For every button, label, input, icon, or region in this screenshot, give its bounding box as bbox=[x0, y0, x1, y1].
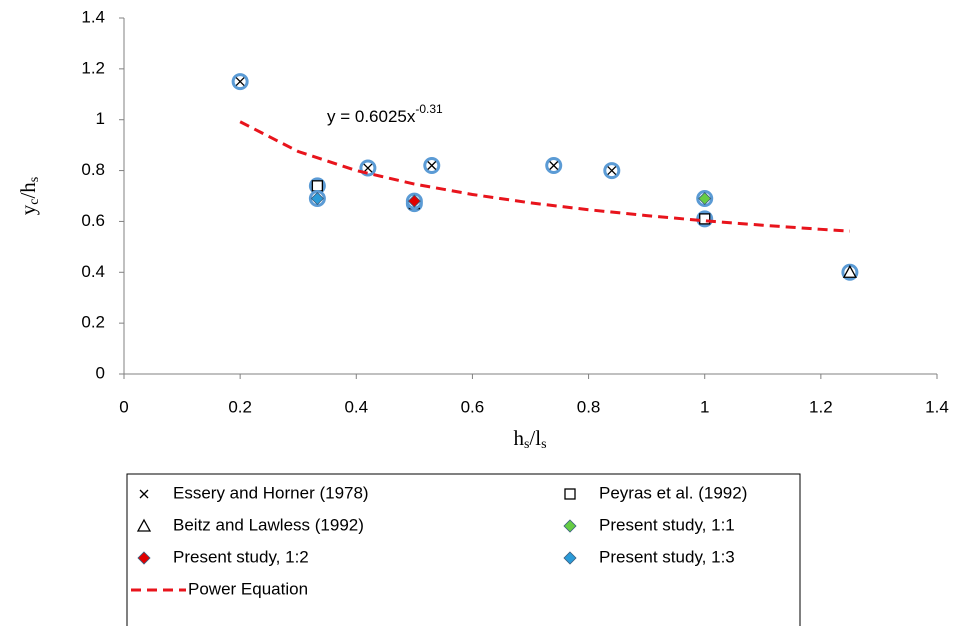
marker-diamond bbox=[137, 551, 151, 565]
equation-exponent: -0.31 bbox=[415, 102, 443, 116]
x-mark bbox=[607, 166, 617, 176]
triangle-mark bbox=[842, 264, 857, 278]
legend-label: Essery and Horner (1978) bbox=[173, 483, 369, 502]
x-tick-label: 0.8 bbox=[577, 397, 601, 416]
marker-x bbox=[607, 166, 617, 176]
x-mark bbox=[549, 161, 559, 170]
legend-box bbox=[126, 473, 801, 626]
marker-x bbox=[549, 161, 559, 170]
marker-triangle bbox=[136, 518, 152, 532]
x-axis-title-part: s bbox=[524, 437, 529, 452]
diamond-mark bbox=[563, 551, 577, 565]
y-tick-label: 0 bbox=[96, 363, 105, 382]
marker-triangle bbox=[842, 264, 857, 278]
y-tick-label: 0.4 bbox=[81, 262, 105, 281]
x-tick-label: 0.6 bbox=[461, 397, 485, 416]
data-point bbox=[545, 156, 563, 174]
y-axis-title-part: c bbox=[27, 199, 42, 205]
y-tick-label: 1.4 bbox=[81, 7, 105, 26]
y-tick-label: 1.2 bbox=[81, 58, 105, 77]
marker-square bbox=[564, 488, 576, 500]
fit-line bbox=[239, 120, 850, 233]
x-axis-title-part: s bbox=[541, 437, 546, 452]
y-axis-title-part: y bbox=[16, 204, 40, 215]
x-tick-label: 1.2 bbox=[809, 397, 833, 416]
legend-label: Power Equation bbox=[188, 579, 308, 598]
square-mark bbox=[564, 488, 576, 500]
legend-label: Present study, 1:2 bbox=[173, 547, 309, 566]
legend-label: Beitz and Lawless (1992) bbox=[173, 515, 364, 534]
x-tick-label: 0.2 bbox=[228, 397, 252, 416]
data-point bbox=[231, 73, 249, 91]
marker-diamond bbox=[407, 194, 421, 208]
y-tick-label: 1 bbox=[96, 109, 105, 128]
marker-diamond bbox=[563, 551, 577, 565]
x-mark bbox=[235, 77, 245, 87]
x-mark bbox=[363, 163, 373, 173]
x-tick-label: 0 bbox=[119, 397, 128, 416]
marker-x bbox=[363, 163, 373, 173]
marker-x bbox=[139, 489, 149, 499]
legend-label: Peyras et al. (1992) bbox=[599, 483, 747, 502]
x-tick-label: 0.4 bbox=[344, 397, 368, 416]
y-axis-title-part: /h bbox=[16, 182, 40, 199]
x-mark bbox=[139, 489, 149, 499]
y-axis-title-part: s bbox=[27, 177, 42, 182]
x-mark bbox=[427, 161, 437, 170]
x-axis-title: hs/ls bbox=[513, 426, 546, 452]
data-point bbox=[696, 190, 714, 208]
x-tick-label: 1 bbox=[700, 397, 709, 416]
y-tick-label: 0.6 bbox=[81, 211, 105, 230]
x-axis-title-part: h bbox=[513, 426, 524, 450]
data-point bbox=[405, 192, 423, 210]
x-axis-title-part: /l bbox=[529, 426, 541, 450]
equation: y = 0.6025x-0.31 bbox=[327, 102, 443, 126]
marker-diamond bbox=[698, 191, 712, 206]
data-point bbox=[841, 263, 859, 281]
y-axis-title: yc/hs bbox=[16, 177, 42, 216]
marker-diamond bbox=[563, 519, 577, 533]
y-tick-label: 0.2 bbox=[81, 313, 105, 332]
marker-diamond bbox=[310, 191, 324, 206]
data-point bbox=[423, 156, 441, 174]
legend-label: Present study, 1:3 bbox=[599, 547, 735, 566]
diamond-mark bbox=[563, 519, 577, 533]
square-mark bbox=[311, 180, 324, 192]
triangle-mark bbox=[136, 518, 152, 532]
x-tick-label: 1.4 bbox=[925, 397, 949, 416]
y-tick-label: 0.8 bbox=[81, 160, 105, 179]
marker-x bbox=[235, 77, 245, 87]
data-point bbox=[603, 162, 621, 180]
legend-label: Present study, 1:1 bbox=[599, 515, 735, 534]
marker-square bbox=[311, 180, 324, 192]
diamond-mark bbox=[407, 194, 421, 208]
marker-x bbox=[427, 161, 437, 170]
diamond-mark bbox=[310, 191, 324, 206]
diamond-mark bbox=[137, 551, 151, 565]
data-point bbox=[308, 190, 326, 208]
diamond-mark bbox=[698, 191, 712, 206]
equation-text: y = 0.6025x bbox=[327, 107, 416, 126]
